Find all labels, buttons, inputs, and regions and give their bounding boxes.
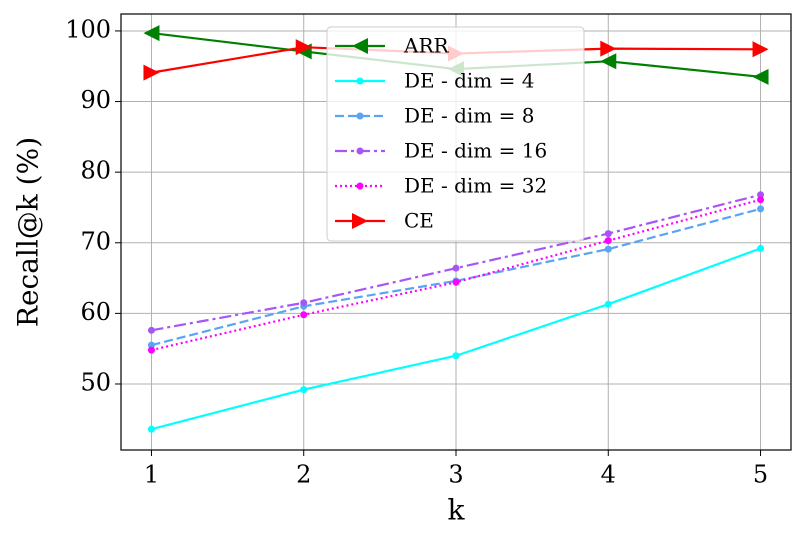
legend-label: DE - dim = 8 bbox=[404, 104, 534, 128]
marker bbox=[143, 64, 160, 81]
y-tick-label: 100 bbox=[65, 15, 111, 43]
marker bbox=[143, 25, 160, 42]
legend-box bbox=[326, 26, 585, 242]
x-tick-label: 5 bbox=[753, 461, 768, 489]
legend-marker bbox=[356, 112, 364, 120]
marker bbox=[752, 41, 769, 58]
legend-marker bbox=[356, 182, 364, 190]
legend-marker bbox=[356, 77, 364, 85]
x-tick-label: 3 bbox=[448, 461, 463, 489]
marker bbox=[752, 68, 769, 85]
y-axis-label: Recall@k (%) bbox=[12, 137, 45, 327]
series-line bbox=[151, 207, 761, 347]
x-axis-label: k bbox=[448, 494, 466, 527]
marker bbox=[147, 346, 155, 354]
y-tick-label: 80 bbox=[80, 157, 111, 185]
marker bbox=[757, 205, 765, 213]
legend-marker bbox=[356, 147, 364, 155]
x-tick-label: 2 bbox=[296, 461, 311, 489]
y-tick-label: 90 bbox=[80, 86, 111, 114]
marker bbox=[295, 39, 312, 56]
x-tick-label: 1 bbox=[144, 461, 159, 489]
legend-label: DE - dim = 32 bbox=[404, 174, 547, 198]
y-tick-label: 50 bbox=[80, 368, 111, 396]
marker bbox=[757, 191, 765, 199]
legend-marker bbox=[352, 213, 368, 229]
marker bbox=[300, 311, 308, 319]
marker bbox=[604, 245, 612, 253]
legend-label: CE bbox=[404, 209, 434, 233]
legend-label: DE - dim = 4 bbox=[404, 69, 534, 93]
marker bbox=[147, 341, 155, 349]
legend-label: DE - dim = 16 bbox=[404, 139, 547, 163]
marker bbox=[300, 386, 308, 394]
marker bbox=[604, 230, 612, 238]
marker bbox=[452, 278, 460, 286]
marker bbox=[604, 237, 612, 245]
x-tick-label: 4 bbox=[601, 461, 616, 489]
marker bbox=[147, 425, 155, 433]
marker bbox=[147, 326, 155, 334]
marker bbox=[600, 40, 617, 57]
legend-marker bbox=[352, 38, 368, 54]
marker bbox=[300, 299, 308, 307]
legend: ARR DE - dim = 4 DE - dim = 8 DE - dim = 16… bbox=[326, 26, 585, 242]
marker bbox=[452, 264, 460, 272]
y-tick-label: 70 bbox=[80, 227, 111, 255]
marker bbox=[600, 53, 617, 70]
marker bbox=[757, 244, 765, 252]
marker bbox=[757, 196, 765, 204]
marker bbox=[452, 352, 460, 360]
y-tick-label: 60 bbox=[80, 298, 111, 326]
legend-label: ARR bbox=[403, 34, 450, 58]
marker bbox=[604, 300, 612, 308]
plot-frame bbox=[120, 13, 792, 451]
